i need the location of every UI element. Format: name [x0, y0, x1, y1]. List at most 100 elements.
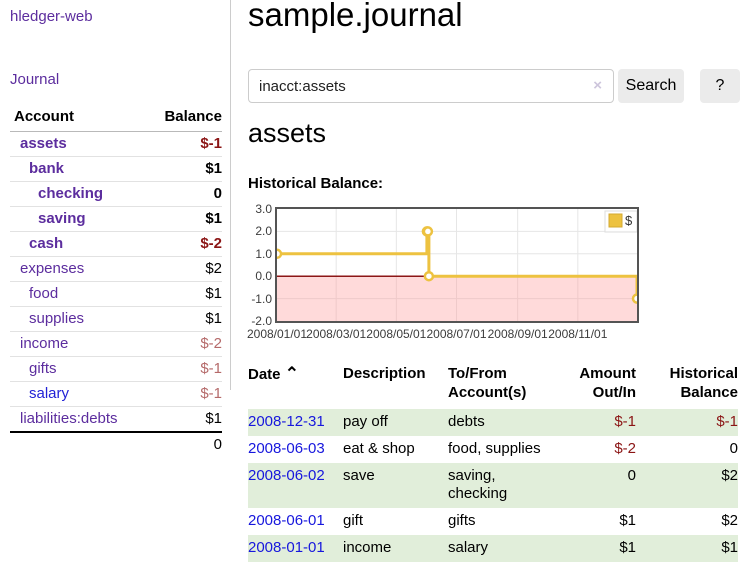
transaction-date-link[interactable]: 2008-06-01 [248, 512, 325, 529]
x-tick-label: 2008/09/01 [487, 327, 548, 341]
account-row: food $1 [10, 281, 222, 307]
transaction-description: income [343, 539, 392, 556]
date-column-header[interactable]: Date ⌃ [248, 364, 299, 383]
accounts-header-row: Account Balance [10, 104, 222, 132]
account-row: saving $1 [10, 206, 222, 232]
account-balance: $1 [144, 406, 222, 432]
register-row: 2008-06-03 eat & shop food, supplies $-2… [248, 436, 738, 463]
account-link-assets[interactable]: assets [20, 135, 67, 152]
transaction-accounts: food, supplies [448, 440, 541, 457]
account-link-gifts[interactable]: gifts [29, 360, 57, 377]
x-tick-label: 2008/03/01 [306, 327, 367, 341]
transaction-balance: $-1 [716, 413, 738, 430]
account-link-checking[interactable]: checking [38, 185, 104, 202]
transaction-amount: $1 [619, 539, 636, 556]
y-tick-label: 2.0 [255, 224, 272, 239]
account-row: expenses $2 [10, 256, 222, 282]
accounts-column-header: To/From Account(s) [448, 365, 527, 401]
register-row: 2008-06-01 gift gifts $1 $2 [248, 508, 738, 535]
x-tick-label: 2008/01/01 [246, 327, 308, 341]
transaction-balance: $1 [721, 539, 738, 556]
account-balance: $-2 [144, 331, 222, 357]
clear-search-icon[interactable]: × [593, 77, 602, 94]
description-column-header: Description [343, 365, 426, 382]
register-table: Date ⌃ Description To/From Account(s) Am… [248, 362, 738, 562]
amount-column-header: Amount Out/In [579, 365, 636, 401]
page-title: sample.journal [248, 0, 463, 33]
transaction-accounts: debts [448, 413, 485, 430]
account-link-supplies[interactable]: supplies [29, 310, 85, 327]
svg-text:$: $ [625, 213, 633, 228]
search-input[interactable] [248, 69, 614, 103]
y-tick-label: -1.0 [251, 291, 272, 306]
balance-column-header: Historical Balance [669, 365, 738, 401]
account-column-header: Account [10, 104, 145, 132]
register-row: 2008-12-31 pay off debts $-1 $-1 [248, 409, 738, 436]
balance-column-header: Balance [144, 104, 222, 132]
account-link-bank[interactable]: bank [29, 160, 65, 177]
account-row: liabilities:debts $1 [10, 406, 222, 432]
transaction-date-link[interactable]: 2008-01-01 [248, 539, 325, 556]
transaction-description: save [343, 467, 375, 484]
transaction-date-link[interactable]: 2008-06-03 [248, 440, 325, 457]
sidebar-item-journal[interactable]: Journal [10, 71, 60, 88]
account-balance: $-2 [144, 231, 222, 257]
account-link-liabilities-debts[interactable]: liabilities:debts [20, 410, 118, 427]
transaction-description: eat & shop [343, 440, 415, 457]
x-tick-label: 2008/05/01 [366, 327, 427, 341]
account-link-expenses[interactable]: expenses [20, 260, 85, 277]
account-row: salary $-1 [10, 381, 222, 407]
transaction-balance: $2 [721, 512, 738, 529]
account-row: bank $1 [10, 156, 222, 182]
account-balance: $1 [144, 156, 222, 182]
account-link-saving[interactable]: saving [38, 210, 86, 227]
transaction-balance: $2 [721, 467, 738, 484]
transaction-description: gift [343, 512, 364, 529]
account-balance: $2 [144, 256, 222, 282]
account-balance: $-1 [144, 356, 222, 382]
search-form: × Search ? [248, 69, 742, 103]
main-content: sample.journal × Search ? assets Histori… [246, 0, 742, 582]
account-link-salary[interactable]: salary [29, 385, 70, 402]
x-tick-label: 2008/07/01 [426, 327, 487, 341]
chart-title: Historical Balance: [248, 175, 384, 192]
account-link-cash[interactable]: cash [29, 235, 64, 252]
app-title-link[interactable]: hledger-web [10, 8, 93, 25]
account-row: supplies $1 [10, 306, 222, 332]
sort-ascending-icon: ⌃ [284, 364, 299, 383]
transaction-accounts: salary [448, 539, 489, 556]
account-balance: 0 [144, 181, 222, 207]
transaction-date-link[interactable]: 2008-12-31 [248, 413, 325, 430]
sidebar-divider [230, 0, 231, 390]
transaction-date-link[interactable]: 2008-06-02 [248, 467, 325, 484]
accounts-balance-table: Account Balance assets $-1 bank $1 check… [10, 104, 222, 457]
transaction-accounts: gifts [448, 512, 476, 529]
account-row: cash $-2 [10, 231, 222, 257]
account-balance: $-1 [200, 135, 222, 152]
account-row: gifts $-1 [10, 356, 222, 382]
account-link-income[interactable]: income [20, 335, 69, 352]
account-balance: $-1 [144, 381, 222, 407]
account-balance: $1 [144, 306, 222, 332]
transaction-balance: 0 [729, 440, 738, 457]
transaction-amount: $-1 [614, 413, 636, 430]
account-balance: $1 [144, 281, 222, 307]
accounts-total-row: 0 [10, 431, 222, 457]
register-row: 2008-01-01 income salary $1 $1 [248, 535, 738, 562]
register-header-row: Date ⌃ Description To/From Account(s) Am… [248, 362, 738, 409]
transaction-description: pay off [343, 413, 388, 430]
account-link-food[interactable]: food [29, 285, 59, 302]
x-tick-label: 2008/11/01 [548, 327, 608, 341]
search-button[interactable]: Search [618, 69, 684, 103]
y-tick-label: 0.0 [255, 269, 272, 284]
transaction-amount: $-2 [614, 440, 636, 457]
y-tick-label: -2.0 [251, 314, 272, 328]
help-button[interactable]: ? [700, 69, 740, 103]
register-row: 2008-06-02 save saving, checking 0 $2 [248, 463, 738, 508]
account-row: checking 0 [10, 181, 222, 207]
transaction-amount: 0 [627, 467, 636, 484]
account-page-title: assets [248, 118, 327, 148]
account-balance: $1 [144, 206, 222, 232]
historical-balance-chart[interactable]: $3.0 2.0 1.0 0.0 -1.0 -2.0 2008/01/01 2008/03/0… [246, 202, 668, 353]
account-row: assets $-1 [10, 132, 222, 157]
